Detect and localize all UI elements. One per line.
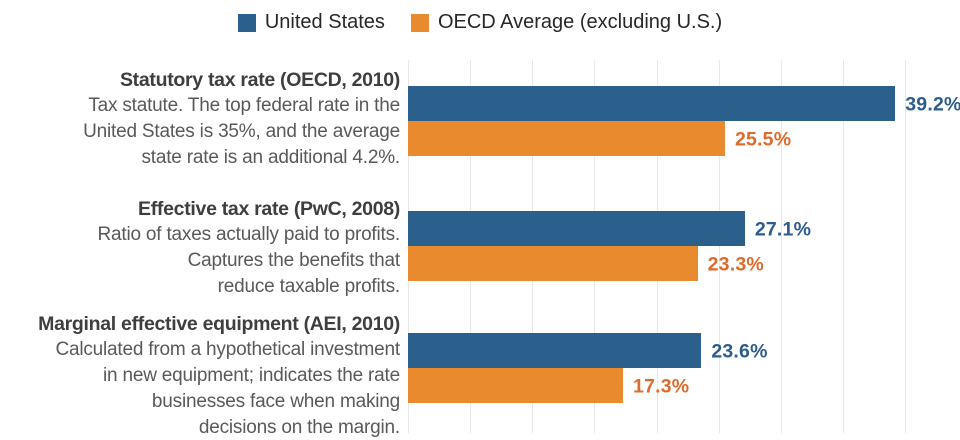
value-label-oecd-average-excluding-u-s-1: 23.3% [707, 253, 764, 275]
bar-oecd-average-excluding-u-s-2 [408, 368, 624, 403]
legend: United States OECD Average (excluding U.… [0, 11, 960, 34]
legend-label-united-states: United States [264, 11, 385, 33]
category-description: Tax statute. The top federal rate in the… [83, 95, 400, 168]
gridline-25 [718, 60, 720, 433]
bar-oecd-average-excluding-u-s-1 [408, 246, 698, 281]
value-label-united-states-0: 39.2% [905, 93, 960, 115]
gridline-35 [843, 60, 845, 433]
category-title: Marginal effective equipment (AEI, 2010) [38, 313, 400, 335]
legend-label-oecd-average: OECD Average (excluding U.S.) [437, 11, 723, 33]
value-label-united-states-1: 27.1% [754, 218, 812, 240]
bar-oecd-average-excluding-u-s-0 [408, 121, 725, 156]
value-label-oecd-average-excluding-u-s-2: 17.3% [633, 375, 690, 397]
bar-united-states-1 [408, 211, 745, 246]
value-label-oecd-average-excluding-u-s-0: 25.5% [734, 128, 792, 150]
category-label-effective-tax-rate-pwc-2008: Effective tax rate (PwC, 2008) Ratio of t… [0, 196, 401, 300]
category-label-statutory-tax-rate-oecd-2010: Statutory tax rate (OECD, 2010) Tax statu… [0, 67, 400, 171]
legend-item-oecd-average: OECD Average (excluding U.S.) [410, 11, 723, 34]
category-title: Statutory tax rate (OECD, 2010) [119, 69, 400, 91]
category-description: Calculated from a hypothetical investmen… [55, 339, 400, 438]
gridline-30 [780, 60, 782, 433]
bar-united-states-2 [408, 333, 702, 368]
value-label-united-states-2: 23.6% [711, 340, 768, 362]
bar-united-states-0 [408, 86, 896, 121]
gridline-40 [905, 60, 907, 433]
category-label-marginal-effective-equipment-aei-2010: Marginal effective equipment (AEI, 2010)… [0, 311, 400, 440]
legend-swatch-oecd-average [410, 13, 429, 32]
legend-item-united-states: United States [237, 11, 385, 34]
category-description: Ratio of taxes actually paid to profits.… [97, 224, 401, 297]
category-title: Effective tax rate (PwC, 2008) [138, 198, 400, 220]
legend-swatch-united-states [237, 13, 256, 32]
